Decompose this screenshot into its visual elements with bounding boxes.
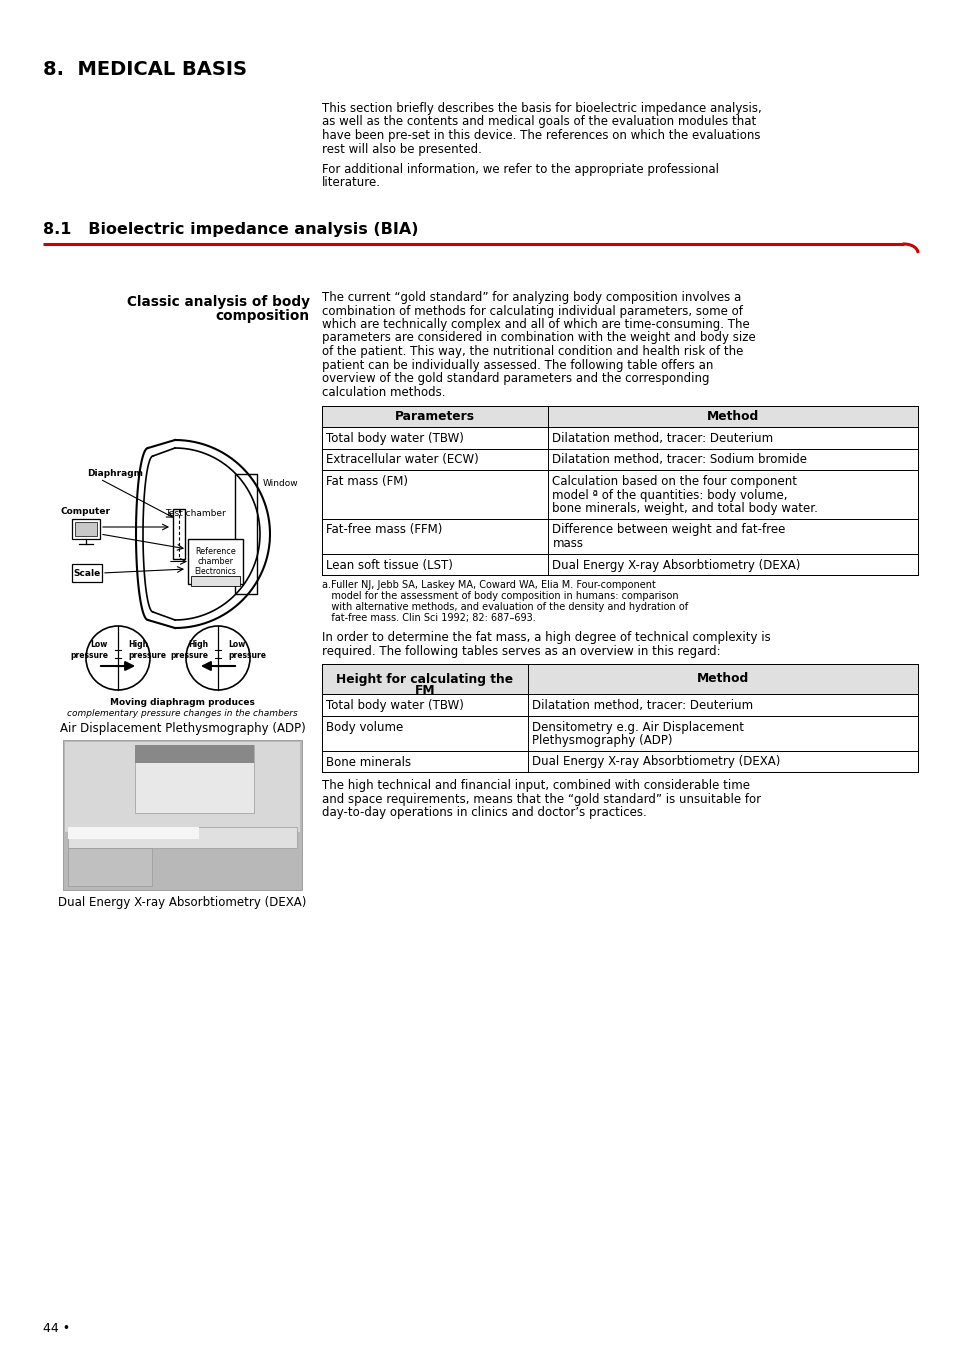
Bar [322,716,917,751]
Text: Height for calculating the: Height for calculating the [335,674,513,686]
Bar [65,743,299,832]
Bar [234,474,256,594]
Text: Scale: Scale [73,568,100,578]
Text: The current “gold standard” for analyzing body composition involves a: The current “gold standard” for analyzin… [322,292,740,304]
Text: This section briefly describes the basis for bioelectric impedance analysis,: This section briefly describes the basis… [322,103,760,115]
Text: Classic analysis of body: Classic analysis of body [127,296,310,309]
Text: Total body water (TBW): Total body water (TBW) [326,432,463,446]
Text: parameters are considered in combination with the weight and body size: parameters are considered in combination… [322,332,755,344]
Text: Method: Method [706,410,759,423]
Bar [322,664,917,694]
Text: with alternative methods, and evaluation of the density and hydration of: with alternative methods, and evaluation… [322,602,687,612]
Text: Extracellular water (ECW): Extracellular water (ECW) [326,454,478,467]
Text: High
pressure: High pressure [170,640,208,660]
Bar [71,564,102,582]
Text: Fat-free mass (FFM): Fat-free mass (FFM) [326,524,442,536]
Bar [322,448,917,470]
Text: Low
pressure: Low pressure [70,640,108,660]
Text: Electronics: Electronics [194,567,236,576]
Text: combination of methods for calculating individual parameters, some of: combination of methods for calculating i… [322,305,742,317]
Text: Dual Energy X-ray Absorbtiometry (DEXA): Dual Energy X-ray Absorbtiometry (DEXA) [58,896,306,909]
Text: Plethysmography (ADP): Plethysmography (ADP) [531,734,672,747]
Text: The high technical and financial input, combined with considerable time: The high technical and financial input, … [322,779,749,792]
Text: Window: Window [263,479,298,487]
Bar [134,745,253,763]
Text: of the patient. This way, the nutritional condition and health risk of the: of the patient. This way, the nutritiona… [322,346,742,358]
Text: Parameters: Parameters [395,410,475,423]
Text: mass: mass [552,537,583,549]
Text: Dilatation method, tracer: Deuterium: Dilatation method, tracer: Deuterium [531,699,752,711]
Text: which are technically complex and all of which are time-consuming. The: which are technically complex and all of… [322,319,749,331]
Bar [322,427,917,448]
Text: Moving diaphragm produces: Moving diaphragm produces [110,698,254,707]
Bar [322,406,917,427]
Text: For additional information, we refer to the appropriate professional: For additional information, we refer to … [322,163,719,176]
Text: fat-free mass. Clin Sci 1992; 82: 687–693.: fat-free mass. Clin Sci 1992; 82: 687–69… [322,613,536,622]
Text: model for the assessment of body composition in humans: comparison: model for the assessment of body composi… [322,591,678,601]
Bar [322,664,917,772]
Text: have been pre-set in this device. The references on which the evaluations: have been pre-set in this device. The re… [322,130,760,142]
Bar [322,406,917,575]
Bar [75,522,97,536]
Text: model ª of the quantities: body volume,: model ª of the quantities: body volume, [552,489,787,501]
Text: Fat mass (FM): Fat mass (FM) [326,475,408,487]
Text: overview of the gold standard parameters and the corresponding: overview of the gold standard parameters… [322,373,709,385]
Bar [68,828,296,848]
Text: Dual Energy X-ray Absorbtiometry (DEXA): Dual Energy X-ray Absorbtiometry (DEXA) [531,756,780,768]
Text: Diaphragm: Diaphragm [87,470,143,478]
Text: Test chamber: Test chamber [165,509,225,518]
Text: Air Displacement Plethysmography (ADP): Air Displacement Plethysmography (ADP) [59,722,305,734]
Text: calculation methods.: calculation methods. [322,386,445,398]
Text: required. The following tables serves as an overview in this regard:: required. The following tables serves as… [322,644,720,657]
Bar [191,576,240,586]
Text: Reference: Reference [195,547,235,555]
Text: complementary pressure changes in the chambers: complementary pressure changes in the ch… [67,709,297,718]
Text: 44 •: 44 • [43,1322,71,1335]
Text: FM: FM [414,684,435,697]
Bar [68,828,199,838]
Text: a.Fuller NJ, Jebb SA, Laskey MA, Coward WA, Elia M. Four-component: a.Fuller NJ, Jebb SA, Laskey MA, Coward … [322,580,656,590]
Text: 8.  MEDICAL BASIS: 8. MEDICAL BASIS [43,59,247,80]
Text: Dilatation method, tracer: Deuterium: Dilatation method, tracer: Deuterium [552,432,773,446]
Text: Densitometry e.g. Air Displacement: Densitometry e.g. Air Displacement [531,721,742,733]
Text: bone minerals, weight, and total body water.: bone minerals, weight, and total body wa… [552,502,818,514]
Text: day-to-day operations in clinics and doctor’s practices.: day-to-day operations in clinics and doc… [322,806,646,819]
Text: Bone minerals: Bone minerals [326,756,411,768]
Bar [68,848,152,886]
Bar [71,518,100,539]
Text: Computer: Computer [61,508,111,516]
Text: composition: composition [215,309,310,323]
Bar [188,539,243,585]
Text: Method: Method [696,672,748,686]
Text: Calculation based on the four component: Calculation based on the four component [552,475,797,487]
Text: and space requirements, means that the “gold standard” is unsuitable for: and space requirements, means that the “… [322,792,760,806]
Text: Dilatation method, tracer: Sodium bromide: Dilatation method, tracer: Sodium bromid… [552,454,806,467]
Text: 8.1   Bioelectric impedance analysis (BIA): 8.1 Bioelectric impedance analysis (BIA) [43,221,418,238]
Text: Body volume: Body volume [326,721,403,733]
Text: Difference between weight and fat-free: Difference between weight and fat-free [552,524,785,536]
Text: High
pressure: High pressure [128,640,166,660]
Text: literature.: literature. [322,177,380,189]
Text: as well as the contents and medical goals of the evaluation modules that: as well as the contents and medical goal… [322,116,756,128]
Text: rest will also be presented.: rest will also be presented. [322,143,481,155]
Text: chamber: chamber [197,558,233,567]
Bar [322,470,917,518]
Bar [134,745,253,813]
Text: In order to determine the fat mass, a high degree of technical complexity is: In order to determine the fat mass, a hi… [322,630,770,644]
Text: Dual Energy X-ray Absorbtiometry (DEXA): Dual Energy X-ray Absorbtiometry (DEXA) [552,559,800,571]
Text: Low
pressure: Low pressure [228,640,266,660]
Bar [322,518,917,553]
Bar [322,554,917,575]
Text: Lean soft tissue (LST): Lean soft tissue (LST) [326,559,453,571]
Bar [322,751,917,772]
Bar [63,740,302,890]
Text: Total body water (TBW): Total body water (TBW) [326,699,463,711]
Bar [172,509,185,559]
Bar [322,694,917,716]
Text: patient can be individually assessed. The following table offers an: patient can be individually assessed. Th… [322,359,713,371]
